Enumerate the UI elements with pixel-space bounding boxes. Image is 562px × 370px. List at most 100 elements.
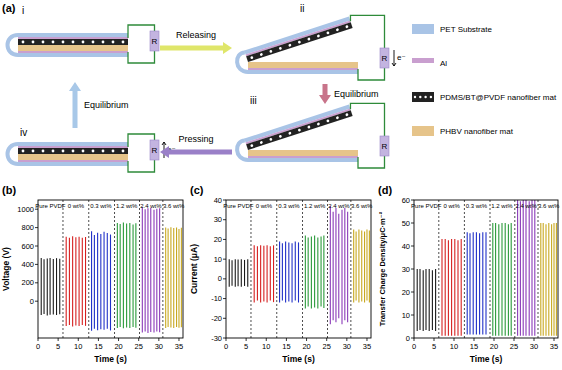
x-tick: [58, 338, 59, 341]
spike: [553, 223, 554, 336]
bt-particle: [424, 96, 426, 98]
y-axis-label: Transfer Charge Density/μC·m⁻²: [378, 211, 387, 326]
plot-frame: [38, 200, 183, 338]
x-tick-label: 0: [36, 342, 40, 351]
spike: [133, 224, 134, 327]
spike: [288, 242, 289, 301]
pet-hinge: [237, 140, 248, 160]
chart: (c)Pure PVDF0 wt%0.3 wt%1.2 wt%2.4 wt%3.…: [189, 184, 373, 364]
spike: [298, 242, 299, 302]
spike: [153, 210, 154, 333]
x-tick-label: 25: [323, 342, 331, 351]
x-tick-label: 5: [432, 342, 436, 351]
bt-particle: [307, 125, 311, 129]
spike: [476, 232, 477, 334]
al-electrode: [18, 160, 128, 162]
spike: [353, 230, 354, 303]
figure: (a)RiRe⁻iiRiiiRe⁻ivReleasingEquilibriumP…: [0, 0, 562, 370]
bt-particle: [269, 50, 273, 54]
spike: [305, 235, 306, 308]
series-label: 3.6 wt%: [538, 203, 560, 209]
pet-substrate: [18, 33, 128, 37]
y-tick: [411, 269, 414, 270]
separator: [114, 200, 115, 338]
spike: [53, 259, 54, 315]
spike: [548, 223, 549, 336]
pet-substrate: [244, 17, 350, 55]
x-tick: [554, 338, 555, 341]
spike: [135, 223, 136, 328]
electron-arrow: [394, 50, 395, 66]
phbv-mat: [248, 62, 358, 68]
spike: [235, 259, 236, 287]
plot-frame: [226, 200, 371, 338]
spike: [432, 270, 433, 330]
spike: [344, 208, 345, 320]
y-tick-label: 800: [21, 223, 34, 232]
electron-label: e⁻: [397, 53, 406, 62]
bt-particle: [260, 141, 264, 145]
spike: [531, 200, 532, 336]
spike: [485, 232, 486, 334]
bt-particle: [42, 41, 45, 44]
pet-hinge: [8, 144, 19, 164]
spike: [323, 235, 324, 308]
x-tick-label: 20: [114, 342, 122, 351]
separator: [438, 200, 439, 338]
x-tick-label: 30: [530, 342, 538, 351]
spike: [423, 270, 424, 331]
x-tick-label: 35: [363, 342, 371, 351]
electron-arrow: [392, 63, 396, 66]
y-tick-label: -20: [211, 314, 222, 323]
legend-swatch: [412, 24, 434, 34]
spike: [85, 237, 86, 326]
x-tick: [474, 338, 475, 341]
spike: [181, 228, 182, 327]
panel-label: (b): [2, 184, 16, 196]
bt-particle: [52, 150, 55, 153]
y-tick: [411, 338, 414, 339]
spike: [156, 209, 157, 332]
spike: [50, 258, 51, 315]
bt-particle: [430, 96, 432, 98]
phbv-mat: [18, 154, 128, 160]
resistor-label: R: [382, 54, 388, 63]
x-tick-label: 20: [302, 342, 310, 351]
spike: [543, 223, 544, 336]
top-stack: [18, 142, 128, 154]
y-tick-label: 40: [214, 196, 222, 205]
x-tick-label: 10: [74, 342, 82, 351]
spike: [47, 258, 48, 315]
electron-arrow: [162, 142, 166, 145]
bt-particle: [62, 150, 65, 153]
bt-particle: [288, 43, 292, 47]
bt-particle: [22, 41, 25, 44]
spike: [282, 243, 283, 300]
pet-substrate: [18, 142, 128, 146]
x-tick: [534, 338, 535, 341]
separators: [63, 200, 163, 338]
x-tick-label: 5: [244, 342, 248, 351]
bt-particle: [288, 131, 292, 135]
x-tick: [414, 338, 415, 341]
separator: [538, 200, 539, 338]
al-electrode: [248, 68, 358, 70]
spike: [72, 236, 73, 326]
y-tick-label: 20: [214, 235, 222, 244]
resistor: [150, 140, 159, 160]
y-tick-label: 1000: [17, 205, 34, 214]
spike: [520, 201, 521, 336]
separator: [350, 200, 351, 338]
bt-particle: [298, 128, 302, 132]
spike: [534, 200, 535, 336]
separator: [276, 200, 277, 338]
series-label: 2.4 wt%: [140, 203, 162, 209]
spike: [91, 231, 92, 330]
x-tick: [326, 338, 327, 341]
x-tick: [366, 338, 367, 341]
top-stack: [244, 105, 352, 150]
x-tick: [38, 338, 39, 341]
y-tick: [35, 301, 38, 302]
spike: [425, 269, 426, 330]
x-tick-label: 30: [155, 342, 163, 351]
